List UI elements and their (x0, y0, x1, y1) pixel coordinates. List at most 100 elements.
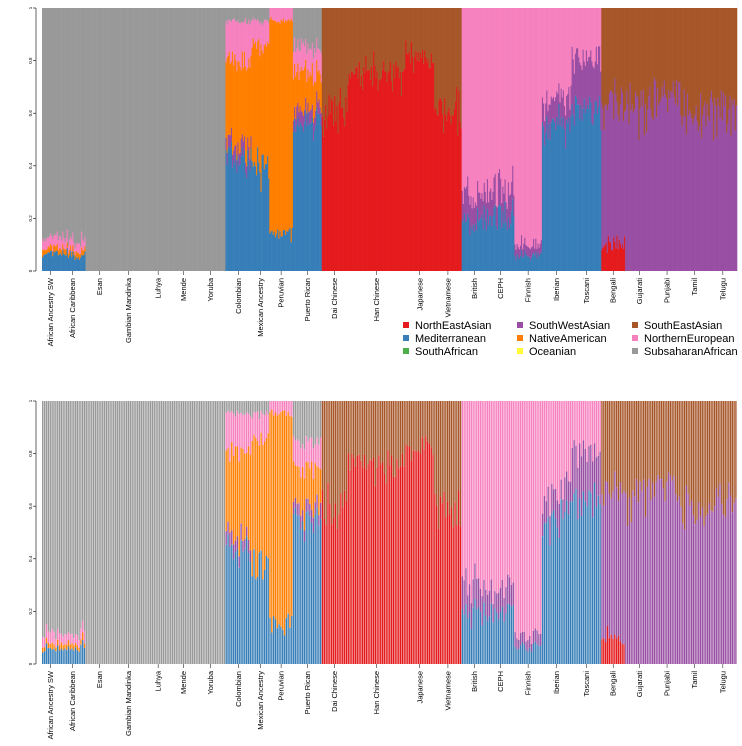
bar-segment-NativeAmerican (240, 447, 242, 524)
bar-segment-SouthEastAsian (448, 401, 451, 515)
bar-segment-SubsaharanAfrican (129, 401, 132, 664)
bar-segment-SubsaharanAfrican (258, 401, 260, 420)
bar-segment-NorthEastAsian (369, 459, 371, 664)
bar-segment-SouthWestAsian (729, 95, 731, 271)
bar-segment-NorthEastAsian (610, 634, 612, 664)
bar-segment-SouthWestAsian (643, 135, 646, 271)
bar-segment-SouthEastAsian (328, 8, 330, 95)
bar-segment-SubsaharanAfrican (265, 401, 268, 411)
bar-segment-NorthEastAsian (374, 65, 376, 271)
bar-segment-SouthWestAsian (596, 64, 599, 114)
bar-segment-NorthernEuropean (480, 8, 482, 199)
bar-segment-Mediterranean (235, 154, 237, 271)
bar-segment-SubsaharanAfrican (248, 8, 250, 20)
bar-segment-NorthEastAsian (602, 247, 604, 271)
bar-segment-NorthEastAsian (401, 71, 404, 272)
bar-segment-NativeAmerican (304, 67, 306, 110)
bar-segment-SubsaharanAfrican (202, 8, 204, 271)
bar-segment-SubsaharanAfrican (176, 8, 178, 271)
bar-segment-SubsaharanAfrican (244, 401, 246, 415)
bar-segment-SubsaharanAfrican (190, 8, 193, 271)
bar-segment-SouthWestAsian (590, 50, 592, 103)
bar-segment-Mediterranean (574, 95, 577, 272)
bar-segment-SouthWestAsian (586, 461, 588, 507)
bar-segment-NorthernEuropean (519, 8, 522, 246)
bar-segment-NativeAmerican (297, 63, 299, 103)
bar-segment-Mediterranean (57, 255, 60, 271)
bar-segment-NativeAmerican (76, 252, 79, 259)
bar-segment-NorthEastAsian (450, 124, 453, 272)
bar-segment-SouthWestAsian (698, 502, 700, 664)
bar-segment-SubsaharanAfrican (45, 401, 48, 624)
bar-segment-SouthWestAsian (677, 105, 679, 272)
bar-segment-NorthEastAsian (371, 460, 373, 664)
bar-segment-SubsaharanAfrican (238, 401, 240, 415)
bar-segment-SubsaharanAfrican (111, 8, 114, 271)
bar-segment-SouthWestAsian (720, 90, 723, 272)
bar-segment-SouthEastAsian (340, 8, 343, 108)
bar-segment-SouthWestAsian (506, 208, 509, 231)
bar-segment-NativeAmerican (301, 70, 304, 113)
bar-segment-Mediterranean (563, 129, 566, 271)
bar-segment-NorthernEuropean (317, 48, 319, 72)
bar-segment-SouthEastAsian (341, 8, 344, 108)
bar-segment-SouthWestAsian (612, 93, 614, 251)
bar-segment-Mediterranean (474, 598, 476, 664)
bar-segment-SouthEastAsian (677, 8, 679, 106)
bar-segment-NorthEastAsian (607, 235, 610, 271)
bar-segment-SubsaharanAfrican (294, 8, 296, 38)
bar-segment-SouthEastAsian (716, 8, 718, 138)
bar-segment-SouthWestAsian (300, 110, 303, 125)
bar-segment-Mediterranean (296, 124, 298, 271)
bar-segment-NorthernEuropean (526, 8, 528, 247)
bar-segment-SouthWestAsian (529, 249, 532, 261)
bar-segment-SubsaharanAfrican (165, 8, 167, 271)
bar-segment-SubsaharanAfrican (94, 401, 97, 664)
bar-segment-Mediterranean (245, 173, 247, 271)
bar-segment-SouthWestAsian (513, 195, 515, 217)
bar-segment-SouthWestAsian (292, 501, 295, 514)
bar-segment-NorthernEuropean (267, 20, 269, 42)
bar-segment-NorthEastAsian (623, 644, 625, 664)
bar-segment-SouthWestAsian (314, 502, 316, 515)
bar-segment-SubsaharanAfrican (245, 401, 248, 413)
bar-segment-SubsaharanAfrican (120, 401, 122, 664)
bar-segment-NorthEastAsian (332, 518, 335, 664)
bar-segment-SubsaharanAfrican (175, 8, 177, 271)
bar-segment-SouthWestAsian (319, 502, 322, 520)
bar-segment-NativeAmerican (271, 19, 273, 231)
bar-segment-Mediterranean (73, 255, 75, 271)
bar-segment-NorthernEuropean (303, 449, 306, 479)
bar-segment-SouthWestAsian (486, 179, 489, 209)
bar-segment-SubsaharanAfrican (70, 8, 72, 237)
bar-segment-SubsaharanAfrican (164, 401, 166, 664)
bar-segment-NorthEastAsian (380, 464, 382, 664)
bar-segment-SouthWestAsian (227, 134, 230, 148)
bar-segment-NorthEastAsian (339, 87, 342, 271)
bar-segment-SouthEastAsian (697, 8, 700, 132)
bar-segment-SouthEastAsian (428, 8, 431, 69)
bar-segment-SouthEastAsian (411, 8, 414, 58)
bar-segment-SouthWestAsian (238, 154, 240, 166)
bar-segment-Mediterranean (274, 619, 277, 664)
bar-segment-NativeAmerican (264, 43, 267, 164)
bar-segment-SubsaharanAfrican (102, 8, 104, 271)
bar-segment-NorthernEuropean (545, 8, 547, 104)
bar-segment-SubsaharanAfrican (118, 401, 120, 664)
bar-segment-SouthWestAsian (668, 89, 670, 271)
bar-segment-SouthWestAsian (534, 628, 536, 642)
bar-segment-NorthernEuropean (485, 8, 488, 203)
bar-segment-SouthWestAsian (543, 495, 546, 524)
bar-segment-NativeAmerican (306, 82, 308, 114)
bar-segment-Mediterranean (265, 555, 268, 664)
bar-segment-NorthernEuropean (580, 8, 582, 66)
bar-segment-SubsaharanAfrican (53, 8, 55, 236)
bar-segment-NorthernEuropean (271, 8, 273, 20)
bar-segment-NorthernEuropean (247, 413, 250, 447)
bar-segment-SubsaharanAfrican (162, 401, 165, 664)
bar-segment-NativeAmerican (242, 67, 245, 142)
bar-segment-SouthEastAsian (383, 8, 385, 62)
bar-segment-SouthWestAsian (722, 92, 725, 271)
bar-segment-NorthernEuropean (492, 8, 494, 192)
bar-segment-Mediterranean (556, 527, 559, 664)
